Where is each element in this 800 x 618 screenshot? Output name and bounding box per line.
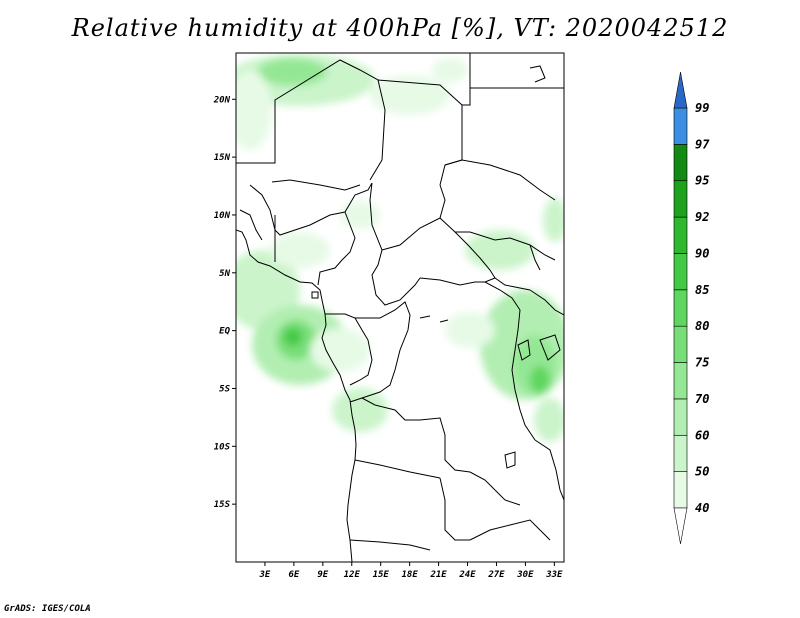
colorbar-label: 90	[695, 246, 709, 260]
map-title: Relative humidity at 400hPa [%], VT: 202…	[71, 14, 729, 42]
colorbar-swatch	[673, 289, 688, 327]
lon-tick-label: 9E	[317, 570, 328, 580]
lat-tick-label: 15S	[214, 500, 231, 510]
colorbar-swatch	[673, 434, 688, 472]
colorbar-label: 75	[695, 356, 709, 370]
lat-tick-label: 15N	[214, 153, 231, 163]
country-borders	[236, 53, 564, 562]
humidity-region-north-core	[257, 58, 327, 86]
humidity-region-north-east	[432, 58, 468, 82]
colorbar-swatch	[673, 253, 688, 291]
colorbar-label: 85	[695, 283, 709, 297]
colorbar-over-arrow	[673, 71, 688, 109]
lat-tick-label: 5S	[219, 384, 230, 394]
colorbar-label: 97	[695, 137, 710, 151]
lat-tick-label: 10N	[214, 211, 231, 221]
colorbar-swatch	[673, 398, 688, 436]
lon-tick-label: 21E	[429, 570, 447, 580]
humidity-region-north-central	[370, 75, 450, 115]
lon-tick-label: 15E	[373, 570, 390, 580]
humidity-region-ethiopia	[543, 198, 564, 242]
lon-tick-label: 6E	[288, 570, 299, 580]
lat-tick-label: 20N	[213, 95, 231, 105]
humidity-region-nigeria	[270, 232, 330, 268]
map-frame	[235, 52, 565, 563]
humidity-region-nigeria-east	[340, 201, 380, 229]
colorbar-label: 99	[695, 101, 709, 115]
colorbar-label: 95	[695, 174, 709, 188]
humidity-region-angola-coast	[332, 388, 388, 432]
lon-tick-label: 33E	[545, 570, 563, 580]
lon-tick-label: 18E	[402, 570, 419, 580]
colorbar-label: 92	[695, 210, 709, 224]
colorbar-label: 80	[695, 319, 709, 333]
colorbar-swatch	[673, 180, 688, 218]
latitude-axis: 20N 15N 10N 5N EQ 5S 10S 15S	[213, 95, 236, 510]
colorbar-under-arrow	[673, 507, 688, 545]
colorbar-swatch	[673, 362, 688, 400]
colorbar-label: 50	[695, 465, 709, 479]
lon-tick-label: 27E	[487, 570, 505, 580]
colorbar-label: 70	[695, 392, 709, 406]
lat-tick-label: EQ	[219, 327, 230, 337]
humidity-region-northwest	[236, 70, 272, 150]
lon-tick-label: 24E	[458, 570, 476, 580]
lon-tick-label: 3E	[259, 570, 271, 580]
humidity-region-tanzania	[534, 398, 564, 442]
humidity-region-great-lakes-peak	[530, 366, 550, 394]
humidity-field	[236, 54, 564, 442]
humidity-region-congo-east	[445, 312, 495, 348]
humidity-region-congo-west	[310, 328, 370, 372]
colorbar-swatch	[673, 471, 688, 509]
longitude-axis: 3E 6E 9E 12E 15E 18E 21E 24E 27E 30E 33E	[259, 562, 563, 580]
grads-credit: GrADS: IGES/COLA	[4, 604, 91, 614]
colorbar-swatch	[673, 107, 688, 145]
lon-tick-label: 12E	[344, 570, 361, 580]
lat-tick-label: 5N	[219, 269, 230, 279]
colorbar-label: 60	[695, 428, 709, 442]
colorbar-swatch	[673, 216, 688, 254]
colorbar-swatch	[673, 144, 688, 182]
humidity-region-south-sudan	[465, 230, 535, 270]
colorbar: 40 50 60 70 75 80 85 90 92 95 97 99	[673, 71, 710, 545]
colorbar-label: 40	[695, 501, 709, 515]
lon-tick-label: 30E	[516, 570, 534, 580]
colorbar-swatch	[673, 325, 688, 363]
humidity-region-gabon-peak	[284, 328, 302, 346]
lat-tick-label: 10S	[214, 442, 231, 452]
